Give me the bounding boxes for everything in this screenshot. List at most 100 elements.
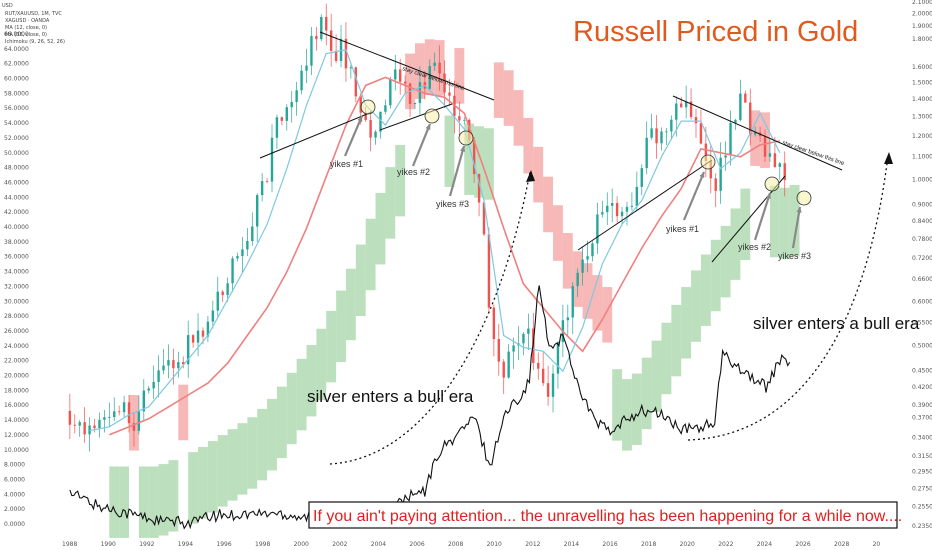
- candle: [196, 313, 200, 357]
- candle: [231, 256, 234, 293]
- candle: [458, 101, 461, 136]
- y-left-tick-label: 10.0000: [4, 447, 29, 454]
- y-left-tick-label: 34.0000: [4, 269, 29, 276]
- candle-body: [369, 119, 372, 138]
- cloud-segment: [345, 268, 356, 341]
- candle: [778, 162, 782, 180]
- x-tick-label: 2014: [564, 541, 579, 548]
- candle: [216, 276, 219, 318]
- support-line-left: [259, 111, 373, 159]
- legend-ma-slow: MA (36, close, 0): [5, 32, 47, 38]
- yikes-3-left: yikes #3: [436, 199, 469, 209]
- cloud-segment: [681, 287, 692, 359]
- y-left-tick-label: 38.0000: [4, 239, 29, 246]
- candle: [389, 76, 392, 109]
- candle-body: [137, 411, 141, 431]
- candle-body: [384, 105, 387, 112]
- candle-body: [744, 93, 747, 103]
- candle-body: [502, 361, 505, 378]
- candle: [463, 117, 466, 125]
- x-tick-label: 2006: [409, 541, 424, 548]
- candle-body: [186, 335, 190, 365]
- y-left-tick-label: 24.0000: [4, 343, 29, 350]
- candle: [260, 172, 264, 202]
- y-left-tick-label: 8.0000: [4, 462, 25, 469]
- cloud-segment: [553, 205, 563, 261]
- candle-body: [458, 116, 461, 121]
- cloud-segment: [730, 208, 741, 280]
- x-tick-label: 2018: [641, 541, 656, 548]
- candle-body: [226, 283, 229, 296]
- candle: [68, 393, 72, 439]
- candle: [645, 121, 648, 175]
- candle: [137, 395, 141, 435]
- candle-body: [591, 243, 594, 257]
- cloud-segment: [237, 423, 248, 495]
- candle-body: [773, 153, 777, 167]
- candle-body: [527, 328, 530, 334]
- bull-arrow-right: [687, 155, 889, 441]
- candle-body: [320, 17, 323, 40]
- cloud-segment: [168, 460, 179, 532]
- candle: [438, 45, 441, 91]
- candle-body: [108, 417, 111, 418]
- candle: [251, 212, 254, 246]
- y-left-tick-label: 46.0000: [4, 179, 29, 186]
- candle-body: [675, 103, 678, 120]
- candle: [177, 351, 180, 378]
- cloud-segment: [444, 115, 455, 187]
- candle: [339, 25, 343, 68]
- candle-body: [581, 259, 584, 273]
- y-right-tick-label: 1.3000: [912, 114, 932, 121]
- yikes-3-right: yikes #3: [778, 251, 811, 261]
- y-left-tick-label: 32.0000: [4, 283, 29, 290]
- y-right-tick-label: 0.9000: [912, 202, 932, 209]
- y-left-tick-label: 60.0000: [4, 76, 29, 83]
- yikes-2-right: yikes #2: [738, 242, 771, 252]
- y-right-tick-label: 0.3150: [912, 453, 932, 460]
- candle-body: [147, 388, 150, 391]
- footer-box: [308, 501, 898, 529]
- highlight-circle: [458, 130, 474, 146]
- legend-ichimoku: Ichimoku (9, 26, 52, 26): [5, 39, 65, 45]
- candle-body: [98, 419, 101, 429]
- candle: [108, 402, 111, 428]
- candle-body: [280, 117, 284, 121]
- candle: [744, 90, 747, 103]
- candle: [295, 81, 298, 116]
- yikes-arrow: [411, 123, 432, 167]
- candle: [226, 277, 229, 302]
- currency-label: USD: [2, 3, 13, 9]
- candle: [680, 96, 683, 108]
- candle-body: [413, 102, 417, 104]
- price-candles: [68, 3, 786, 452]
- x-tick-label: 2008: [448, 541, 463, 548]
- candle-body: [655, 128, 658, 144]
- candle: [275, 114, 279, 150]
- cloud-segment: [789, 185, 800, 257]
- y-right-tick-label: 0.6000: [912, 299, 932, 306]
- candle-body: [768, 153, 772, 157]
- cloud-segment: [326, 310, 337, 383]
- candle: [329, 13, 333, 67]
- cloud-segment: [247, 417, 258, 489]
- candle-body: [645, 137, 648, 169]
- annotation-drawings: [259, 31, 893, 465]
- candle-body: [73, 424, 76, 426]
- yikes-1-right: yikes #1: [666, 224, 699, 234]
- candle-body: [571, 286, 574, 318]
- candle: [571, 282, 574, 335]
- candle-body: [665, 131, 668, 133]
- cloud-segment: [612, 369, 623, 441]
- y-left-tick-label: 2.0000: [4, 506, 25, 513]
- candle: [186, 320, 190, 378]
- candle: [83, 407, 86, 443]
- candle-body: [778, 163, 782, 167]
- candle-body: [88, 425, 91, 435]
- cloud-segment: [493, 62, 504, 118]
- x-tick-label: 2000: [294, 541, 309, 548]
- candle: [497, 323, 500, 376]
- x-tick-label: 1992: [139, 541, 154, 548]
- yikes-arrow: [343, 115, 364, 157]
- candle-body: [295, 90, 298, 103]
